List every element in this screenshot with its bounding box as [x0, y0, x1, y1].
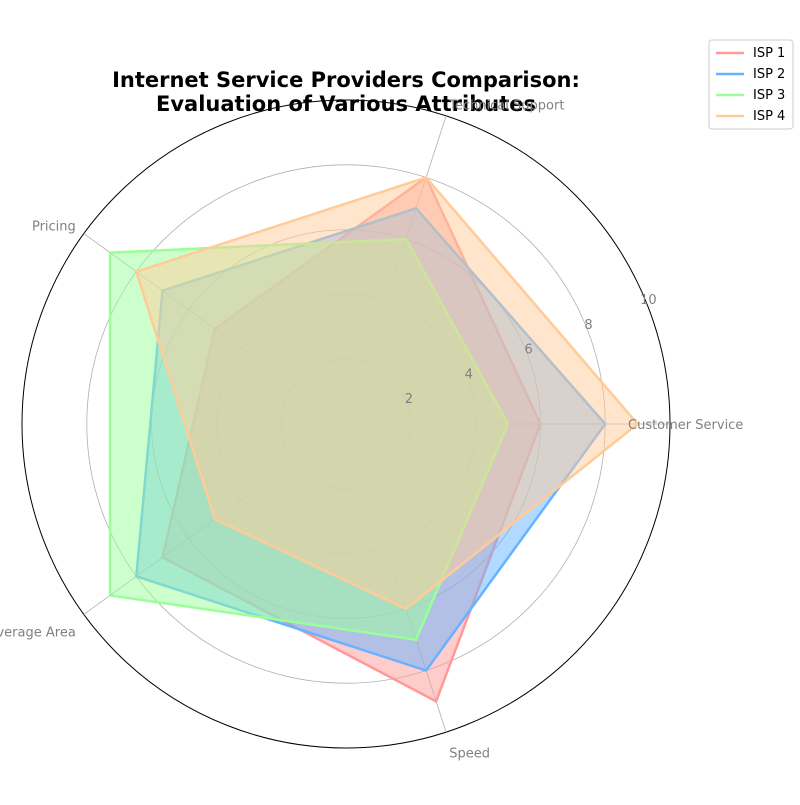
axis-label-speed: Speed	[449, 747, 490, 762]
series-layer	[108, 175, 640, 704]
r-tick-label-4: 4	[465, 367, 473, 382]
axis-label-technical-support: Technical Support	[448, 98, 564, 113]
legend-label-4: ISP 4	[753, 109, 785, 124]
chart-title-line-1: Internet Service Providers Comparison:	[112, 68, 580, 92]
label-layer: 2 4 6 8 10 Customer Service Technical Support P…	[0, 98, 743, 761]
legend-frame	[708, 39, 794, 130]
r-tick-label-8: 8	[584, 318, 592, 333]
chart-title-line-2: Evaluation of Various Attributes	[156, 92, 536, 116]
axis-label-pricing: Pricing	[32, 220, 76, 235]
r-tick-label-10: 10	[640, 293, 657, 308]
axis-label-coverage-area: Coverage Area	[0, 625, 76, 640]
r-tick-label-2: 2	[405, 392, 413, 407]
legend-label-1: ISP 1	[753, 46, 785, 61]
axis-label-customer-service: Customer Service	[628, 418, 743, 433]
legend: ISP 1 ISP 2 ISP 3 ISP 4	[708, 39, 794, 130]
legend-label-2: ISP 2	[753, 67, 785, 82]
r-tick-label-6: 6	[524, 343, 532, 358]
legend-label-3: ISP 3	[753, 88, 785, 103]
series-4-polygon	[134, 176, 640, 611]
